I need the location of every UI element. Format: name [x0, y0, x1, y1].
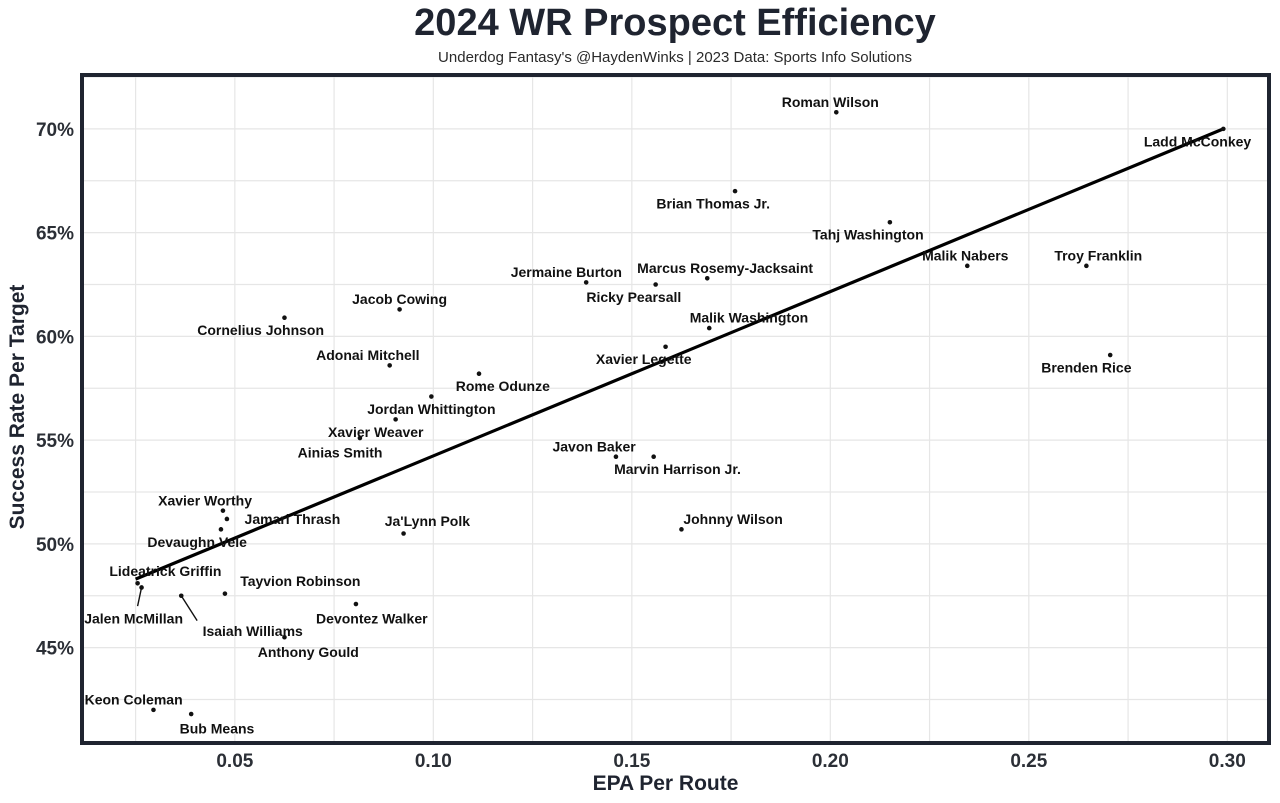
- point-label: Tahj Washington: [812, 227, 923, 243]
- chart-subtitle: Underdog Fantasy's @HaydenWinks | 2023 D…: [438, 49, 912, 66]
- data-point: [679, 527, 684, 532]
- axis-ticks: 0.05 0.10 0.15 0.20 0.25 0.30 45% 50% 55% 60% 65% 7…: [36, 120, 1246, 772]
- data-point: [887, 219, 893, 225]
- data-point: [224, 516, 230, 522]
- point-label: Ainias Smith: [298, 445, 383, 461]
- y-tick-label: 55%: [36, 431, 74, 452]
- data-point: [583, 280, 589, 285]
- point-label: Ladd McConkey: [1144, 133, 1252, 149]
- x-tick-label: 0.30: [1209, 751, 1246, 772]
- point-label: Adonai Mitchell: [316, 347, 419, 363]
- data-point: [1084, 263, 1089, 269]
- data-point: [663, 344, 668, 350]
- y-tick-label: 60%: [36, 327, 74, 348]
- data-point: [964, 263, 970, 269]
- point-label: Ricky Pearsall: [586, 289, 681, 305]
- point-label: Troy Franklin: [1054, 247, 1142, 263]
- data-point: [282, 315, 287, 321]
- data-point: [1107, 352, 1113, 358]
- data-point: [220, 508, 226, 513]
- data-point: [222, 591, 228, 596]
- data-point: [429, 394, 434, 399]
- x-axis-title: EPA Per Route: [593, 772, 739, 795]
- point-label: Ja'Lynn Polk: [385, 513, 470, 529]
- point-label: Johnny Wilson: [683, 511, 782, 527]
- x-tick-label: 0.15: [613, 751, 650, 772]
- y-tick-label: 45%: [36, 639, 74, 660]
- data-point: [704, 275, 710, 281]
- point-label: Marvin Harrison Jr.: [614, 461, 741, 477]
- data-point: [833, 109, 839, 115]
- point-label: Jordan Whittington: [367, 401, 495, 417]
- data-points: [135, 109, 1226, 717]
- data-point: [476, 371, 482, 377]
- x-tick-label: 0.25: [1010, 751, 1047, 772]
- point-label: Lideatrick Griffin: [109, 563, 221, 579]
- y-axis-title: Success Rate Per Target: [6, 285, 29, 530]
- point-label: Brenden Rice: [1041, 360, 1131, 376]
- data-point: [357, 435, 363, 441]
- point-label: Anthony Gould: [258, 644, 359, 660]
- y-tick-label: 50%: [36, 535, 74, 556]
- point-label: Roman Wilson: [782, 94, 879, 110]
- point-label: Javon Baker: [552, 438, 636, 454]
- y-tick-label: 65%: [36, 224, 74, 245]
- point-label: Xavier Legette: [596, 351, 692, 367]
- data-point: [353, 601, 359, 607]
- point-label: Malik Washington: [690, 310, 808, 326]
- data-point: [188, 711, 194, 717]
- data-point: [393, 417, 398, 422]
- point-label: Tayvion Robinson: [240, 573, 360, 589]
- x-tick-label: 0.20: [812, 751, 849, 772]
- point-label: Keon Coleman: [85, 692, 183, 708]
- x-tick-label: 0.05: [216, 751, 253, 772]
- point-label: Jamari Thrash: [245, 511, 341, 527]
- point-label: Rome Odunze: [456, 378, 550, 394]
- data-point: [178, 593, 184, 599]
- point-labels: Roman Wilson Ladd McConkey Brian Thomas Jr…: [84, 94, 1251, 737]
- point-label: Xavier Worthy: [158, 492, 252, 508]
- point-label: Bub Means: [180, 721, 255, 737]
- data-point: [282, 634, 287, 640]
- data-point: [151, 707, 156, 713]
- data-point: [387, 363, 392, 368]
- point-label: Malik Nabers: [922, 247, 1009, 263]
- point-label: Devaughn Vele: [147, 534, 247, 550]
- trendline-group: [134, 127, 1224, 581]
- data-point: [732, 188, 738, 194]
- data-point: [651, 454, 656, 460]
- point-label: Brian Thomas Jr.: [656, 196, 770, 212]
- data-point: [1221, 126, 1226, 132]
- label-leader-line: [136, 587, 143, 607]
- point-label: Jacob Cowing: [352, 291, 447, 307]
- plot-frame: [80, 73, 1271, 745]
- x-tick-label: 0.10: [415, 751, 452, 772]
- point-label: Devontez Walker: [316, 611, 428, 627]
- point-label: Jermaine Burton: [511, 264, 622, 280]
- data-point: [613, 454, 619, 460]
- data-point: [218, 527, 224, 532]
- data-point: [139, 585, 144, 590]
- data-point: [706, 325, 712, 331]
- point-label: Marcus Rosemy-Jacksaint: [637, 260, 813, 276]
- point-label: Cornelius Johnson: [197, 322, 324, 338]
- data-point: [135, 581, 140, 586]
- data-point: [397, 307, 402, 312]
- point-label: Xavier Weaver: [328, 424, 424, 440]
- trend-line: [134, 127, 1224, 581]
- chart-title: 2024 WR Prospect Efficiency: [414, 2, 936, 44]
- point-label: Jalen McMillan: [84, 611, 183, 627]
- grid: [84, 76, 1267, 741]
- point-label: Isaiah Williams: [203, 623, 303, 639]
- data-point: [401, 531, 406, 536]
- label-leader-line: [180, 595, 198, 622]
- y-tick-label: 70%: [36, 120, 74, 141]
- data-point: [653, 282, 658, 287]
